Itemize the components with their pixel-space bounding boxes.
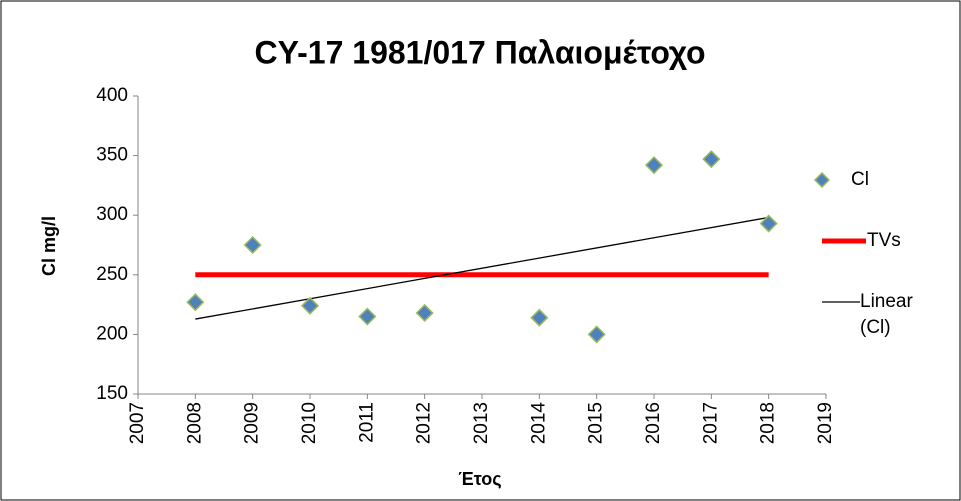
y-tick-label: 200: [96, 323, 128, 344]
legend-box: Linear (Cl): [860, 291, 913, 338]
data-point: [587, 325, 606, 344]
x-tick-label: 2010: [299, 402, 320, 444]
x-tick-label: 2008: [184, 402, 205, 444]
x-tick-label: 2019: [815, 402, 836, 444]
data-point: [243, 235, 262, 255]
legend-label: Linear (Cl): [860, 291, 913, 338]
x-tick-label: 2007: [127, 402, 148, 444]
data-point: [644, 156, 664, 175]
data-point: [415, 303, 434, 323]
y-tick-label: 400: [96, 85, 128, 106]
trendline: [195, 216, 769, 320]
data-point: [358, 307, 377, 326]
x-tick-label: 2015: [586, 402, 607, 444]
data-point: [530, 308, 549, 327]
legend-marker: [813, 171, 831, 189]
data-point: [300, 296, 320, 315]
x-tick-label: 2011: [356, 402, 377, 443]
x-tick-label: 2009: [242, 402, 263, 444]
y-tick-label: 350: [96, 145, 128, 166]
y-tick-label: 300: [96, 204, 128, 225]
legend-label: Cl: [851, 169, 869, 190]
legend-label: TVs: [867, 230, 901, 251]
x-tick-label: 2014: [528, 402, 549, 445]
data-point: [186, 293, 205, 312]
x-tick-label: 2013: [471, 402, 492, 444]
x-tick-label: 2017: [700, 402, 721, 444]
y-axis-title: Cl mg/l: [39, 216, 59, 276]
data-point: [759, 214, 778, 233]
x-tick-label: 2016: [643, 402, 664, 444]
x-tick-label: 2012: [414, 402, 435, 444]
chart-title: CY-17 1981/017 Παλαιομέτοχο: [254, 34, 705, 70]
y-tick-label: 150: [96, 383, 128, 404]
x-axis-title: Έτος: [458, 469, 501, 489]
data-point: [702, 150, 721, 169]
y-tick-label: 250: [96, 264, 128, 285]
x-tick-label: 2018: [758, 402, 779, 444]
